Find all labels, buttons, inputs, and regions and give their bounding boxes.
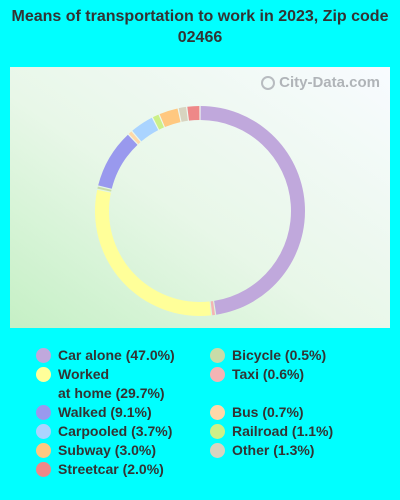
magnifier-icon: [261, 75, 276, 90]
slice-walked: [98, 134, 138, 189]
slice-streetcar: [187, 106, 200, 121]
chart-title: Means of transportation to work in 2023,…: [11, 8, 389, 46]
legend-swatch: [36, 348, 51, 363]
legend-label: Bicycle (0.5%): [232, 347, 327, 363]
legend-swatch: [36, 443, 51, 458]
legend-item-bicycle: Bicycle (0.5%): [210, 346, 326, 365]
legend-item-subway: Subway (3.0%): [36, 441, 156, 460]
legend-swatch: [210, 443, 225, 458]
slice-bicycle: [97, 186, 112, 192]
legend-label: Walked (9.1%): [58, 404, 152, 420]
legend-item-other: Other (1.3%): [210, 441, 314, 460]
watermark-text: City-Data.com: [279, 74, 380, 91]
legend-label: Other (1.3%): [232, 442, 315, 458]
legend-item-railroad: Railroad (1.1%): [210, 422, 333, 441]
slice-worked-at-home: [94, 189, 212, 316]
slice-taxi: [210, 301, 216, 316]
legend-label: Taxi (0.6%): [232, 366, 305, 382]
legend-item-carpooled: Carpooled (3.7%): [36, 422, 172, 441]
legend-swatch: [36, 462, 51, 477]
legend-swatch: [210, 367, 225, 382]
legend-swatch: [36, 424, 51, 439]
legend-item-streetcar: Streetcar (2.0%): [36, 460, 164, 479]
legend-label: Carpooled (3.7%): [58, 423, 173, 439]
legend-swatch: [210, 424, 225, 439]
legend-label: Streetcar (2.0%): [58, 461, 164, 477]
legend-swatch: [36, 405, 51, 420]
plot-area: [10, 67, 390, 328]
watermark: City-Data.com: [261, 74, 380, 91]
legend-item-bus: Bus (0.7%): [210, 403, 304, 422]
legend-label: Subway (3.0%): [58, 442, 157, 458]
slice-car-alone: [200, 106, 306, 315]
slice-railroad: [152, 114, 164, 130]
legend: Car alone (47.0%) Worked at home (29.7%) W…: [0, 346, 400, 486]
legend-label: Worked at home (29.7%): [58, 366, 165, 401]
legend-item-worked-at-home: Worked at home (29.7%): [36, 365, 165, 403]
slice-subway: [159, 108, 181, 128]
legend-swatch: [36, 367, 51, 382]
slice-other: [178, 106, 188, 122]
slice-carpooled: [132, 117, 159, 142]
legend-label: Railroad (1.1%): [232, 423, 334, 439]
legend-item-walked: Walked (9.1%): [36, 403, 152, 422]
legend-swatch: [210, 405, 225, 420]
legend-swatch: [210, 348, 225, 363]
legend-label: Bus (0.7%): [232, 404, 304, 420]
slice-bus: [128, 131, 141, 145]
legend-item-taxi: Taxi (0.6%): [210, 365, 304, 384]
legend-item-car-alone: Car alone (47.0%): [36, 346, 175, 365]
legend-label: Car alone (47.0%): [58, 347, 175, 363]
